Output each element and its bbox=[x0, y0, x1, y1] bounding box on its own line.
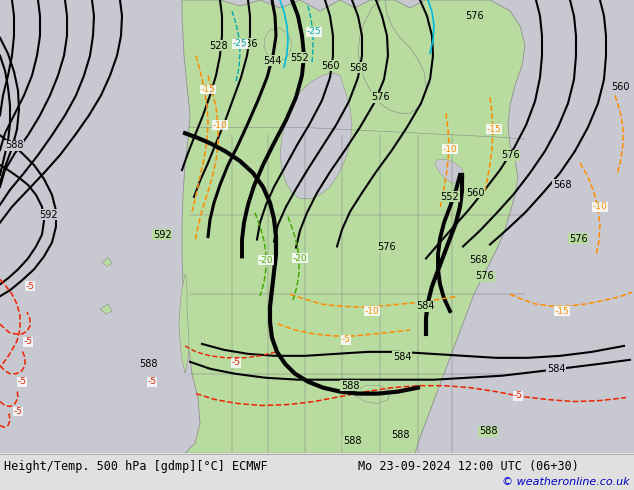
Text: 576: 576 bbox=[476, 271, 495, 281]
Text: 552: 552 bbox=[441, 192, 460, 202]
Text: 588: 588 bbox=[340, 381, 359, 391]
Text: 576: 576 bbox=[377, 242, 396, 251]
Polygon shape bbox=[355, 386, 390, 404]
Text: -25: -25 bbox=[307, 27, 321, 36]
Text: -10: -10 bbox=[212, 121, 228, 130]
Text: 568: 568 bbox=[469, 255, 488, 266]
Text: 592: 592 bbox=[153, 230, 171, 240]
Polygon shape bbox=[102, 257, 112, 267]
Text: 560: 560 bbox=[612, 82, 630, 93]
Text: 576: 576 bbox=[371, 93, 389, 102]
Polygon shape bbox=[0, 453, 634, 490]
Text: 528: 528 bbox=[209, 41, 228, 51]
Polygon shape bbox=[280, 73, 352, 199]
Polygon shape bbox=[100, 304, 112, 314]
Text: 584: 584 bbox=[392, 352, 411, 362]
Text: 588: 588 bbox=[391, 430, 410, 441]
Text: © weatheronline.co.uk: © weatheronline.co.uk bbox=[502, 477, 630, 487]
Text: 592: 592 bbox=[39, 210, 57, 220]
Text: -25: -25 bbox=[233, 39, 247, 48]
Text: -5: -5 bbox=[23, 338, 32, 346]
Text: -5: -5 bbox=[514, 391, 522, 400]
Text: 552: 552 bbox=[290, 52, 309, 63]
Polygon shape bbox=[179, 274, 189, 374]
Text: 576: 576 bbox=[466, 11, 484, 21]
Polygon shape bbox=[435, 159, 465, 183]
Polygon shape bbox=[182, 0, 525, 453]
Text: -10: -10 bbox=[365, 307, 379, 316]
Text: Mo 23-09-2024 12:00 UTC (06+30): Mo 23-09-2024 12:00 UTC (06+30) bbox=[358, 460, 579, 473]
Text: -20: -20 bbox=[293, 254, 307, 263]
Text: -10: -10 bbox=[593, 202, 607, 211]
Text: 584: 584 bbox=[416, 301, 434, 311]
Polygon shape bbox=[264, 28, 292, 60]
Text: 588: 588 bbox=[343, 436, 361, 446]
Text: -10: -10 bbox=[443, 145, 457, 153]
Text: 560: 560 bbox=[321, 61, 339, 71]
Text: -20: -20 bbox=[259, 256, 273, 265]
Text: 536: 536 bbox=[239, 39, 257, 49]
Text: -15: -15 bbox=[200, 85, 216, 94]
Text: -5: -5 bbox=[25, 282, 34, 291]
Text: Height/Temp. 500 hPa [gdmp][°C] ECMWF: Height/Temp. 500 hPa [gdmp][°C] ECMWF bbox=[4, 460, 268, 473]
Text: -5: -5 bbox=[13, 407, 22, 416]
Text: 588: 588 bbox=[5, 140, 23, 150]
Text: 588: 588 bbox=[479, 426, 497, 437]
Text: 576: 576 bbox=[501, 150, 519, 160]
Text: 544: 544 bbox=[262, 56, 281, 66]
Text: 568: 568 bbox=[553, 180, 571, 190]
Polygon shape bbox=[358, 0, 426, 113]
Text: -15: -15 bbox=[487, 125, 501, 134]
Text: 560: 560 bbox=[466, 188, 484, 198]
Text: -5: -5 bbox=[18, 377, 27, 386]
Polygon shape bbox=[0, 0, 634, 453]
Text: -5: -5 bbox=[231, 358, 240, 368]
Text: -15: -15 bbox=[555, 307, 569, 316]
Text: -5: -5 bbox=[148, 377, 157, 386]
Text: 576: 576 bbox=[569, 234, 587, 244]
Text: 568: 568 bbox=[349, 63, 367, 73]
Text: 588: 588 bbox=[139, 359, 157, 369]
Text: -5: -5 bbox=[342, 336, 351, 344]
Text: 584: 584 bbox=[547, 364, 566, 374]
